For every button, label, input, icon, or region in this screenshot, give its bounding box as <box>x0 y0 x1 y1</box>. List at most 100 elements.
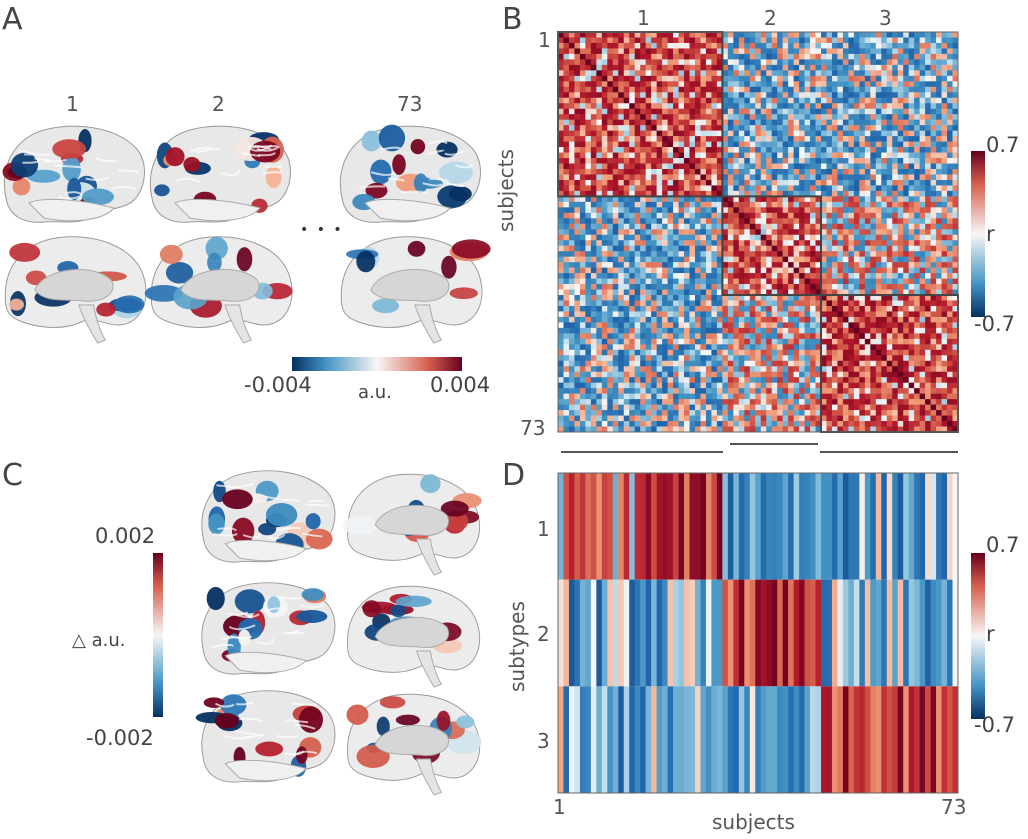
matrix-cell <box>760 223 767 230</box>
matrix-cell <box>558 201 564 208</box>
matrix-cell <box>837 103 844 110</box>
matrix-cell <box>782 360 789 367</box>
matrix-cell <box>700 179 707 186</box>
matrix-cell <box>875 174 882 181</box>
matrix-cell <box>826 333 833 340</box>
matrix-cell <box>640 174 646 181</box>
matrix-cell <box>727 284 734 290</box>
matrix-cell <box>908 377 915 383</box>
matrix-cell <box>782 201 789 208</box>
matrix-cell <box>733 349 740 356</box>
matrix-cell <box>892 256 899 263</box>
matrix-cell <box>651 371 657 378</box>
matrix-cell <box>590 97 597 104</box>
matrix-cell <box>744 273 751 279</box>
matrix-cell <box>793 201 800 208</box>
matrix-cell <box>788 125 794 131</box>
matrix-cell <box>788 300 794 307</box>
matrix-cell <box>821 349 827 356</box>
matrix-cell <box>810 119 816 126</box>
matrix-cell <box>897 377 904 383</box>
matrix-cell <box>892 152 899 159</box>
matrix-cell <box>727 289 734 296</box>
matrix-cell <box>853 130 860 137</box>
matrix-cell <box>760 64 767 71</box>
matrix-cell <box>793 42 800 49</box>
matrix-cell <box>810 366 816 373</box>
matrix-cell <box>678 81 685 88</box>
matrix-cell <box>618 382 625 389</box>
matrix-cell <box>881 92 888 99</box>
matrix-cell <box>864 196 871 203</box>
matrix-cell <box>793 97 800 104</box>
matrix-cell <box>733 158 740 164</box>
matrix-cell <box>788 75 794 82</box>
matrix-cell <box>733 399 740 405</box>
matrix-cell <box>727 75 734 82</box>
matrix-cell <box>738 130 745 137</box>
matrix-cell <box>651 316 657 323</box>
matrix-cell <box>908 42 915 49</box>
matrix-cell <box>952 185 959 192</box>
matrix-cell <box>760 284 767 290</box>
matrix-cell <box>941 278 948 285</box>
matrix-cell <box>629 338 636 345</box>
matrix-cell <box>563 382 570 389</box>
matrix-cell <box>793 130 800 137</box>
matrix-cell <box>694 251 701 257</box>
matrix-cell <box>563 64 570 71</box>
matrix-cell <box>678 32 685 38</box>
matrix-cell <box>925 53 931 60</box>
matrix-cell <box>859 53 866 60</box>
matrix-cell <box>673 212 679 219</box>
matrix-cell <box>914 130 920 137</box>
matrix-cell <box>618 355 625 362</box>
matrix-cell <box>612 305 619 312</box>
matrix-cell <box>568 163 575 170</box>
matrix-cell <box>711 158 718 164</box>
matrix-cell <box>623 316 630 323</box>
matrix-cell <box>623 382 630 389</box>
matrix-cell <box>618 311 625 318</box>
matrix-cell <box>826 86 833 93</box>
matrix-cell <box>815 399 822 405</box>
matrix-cell <box>799 212 805 219</box>
matrix-cell <box>881 262 888 268</box>
matrix-cell <box>590 158 597 164</box>
matrix-cell <box>930 371 937 378</box>
matrix-cell <box>645 316 652 323</box>
matrix-cell <box>848 119 855 126</box>
matrix-cell <box>837 300 844 307</box>
matrix-cell <box>864 147 871 153</box>
matrix-cell <box>821 136 827 142</box>
matrix-cell <box>678 305 685 312</box>
matrix-cell <box>930 207 937 214</box>
matrix-cell <box>656 168 663 175</box>
matrix-cell <box>700 185 707 192</box>
matrix-cell <box>673 305 679 312</box>
matrix-cell <box>585 158 592 164</box>
matrix-cell <box>629 223 636 230</box>
matrix-cell <box>722 136 729 142</box>
matrix-cell <box>684 234 690 241</box>
matrix-cell <box>590 322 597 329</box>
matrix-cell <box>821 114 827 120</box>
matrix-cell <box>656 32 663 38</box>
matrix-cell <box>864 103 871 110</box>
matrix-cell <box>596 212 603 219</box>
matrix-cell <box>651 305 657 312</box>
matrix-cell <box>892 190 899 197</box>
matrix-cell <box>684 196 690 203</box>
matrix-cell <box>568 81 575 88</box>
matrix-cell <box>952 201 959 208</box>
matrix-cell <box>645 174 652 181</box>
matrix-cell <box>678 163 685 170</box>
matrix-cell <box>568 201 575 208</box>
matrix-cell <box>568 190 575 197</box>
matrix-cell <box>782 141 789 148</box>
matrix-cell <box>826 262 833 268</box>
matrix-cell <box>952 196 959 203</box>
matrix-cell <box>788 338 794 345</box>
matrix-cell <box>662 97 668 104</box>
matrix-cell <box>673 344 679 351</box>
